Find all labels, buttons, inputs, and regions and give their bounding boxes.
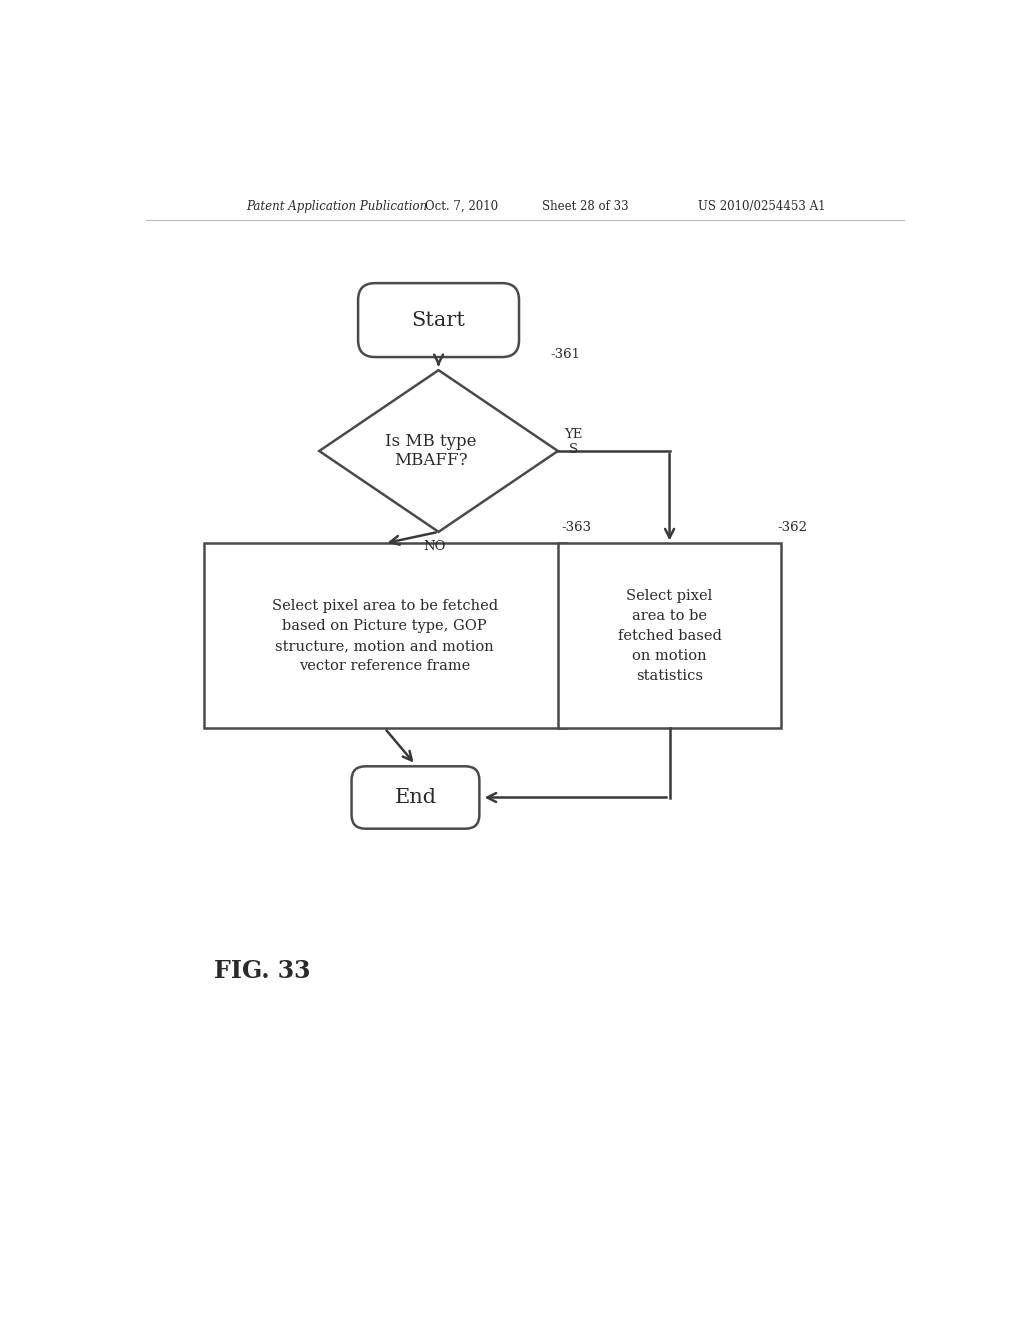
- Text: Select pixel area to be fetched
based on Picture type, GOP
structure, motion and: Select pixel area to be fetched based on…: [271, 599, 498, 673]
- FancyBboxPatch shape: [358, 284, 519, 358]
- FancyBboxPatch shape: [351, 767, 479, 829]
- Text: End: End: [394, 788, 436, 807]
- Text: Is MB type
MBAFF?: Is MB type MBAFF?: [385, 433, 476, 470]
- Text: Oct. 7, 2010: Oct. 7, 2010: [425, 199, 499, 213]
- Text: NO: NO: [424, 540, 446, 553]
- Text: FIG. 33: FIG. 33: [214, 958, 310, 983]
- Text: US 2010/0254453 A1: US 2010/0254453 A1: [698, 199, 825, 213]
- Text: Select pixel
area to be
fetched based
on motion
statistics: Select pixel area to be fetched based on…: [617, 589, 722, 682]
- Polygon shape: [319, 370, 558, 532]
- Text: -363: -363: [562, 521, 592, 535]
- FancyBboxPatch shape: [558, 544, 781, 729]
- Text: Sheet 28 of 33: Sheet 28 of 33: [542, 199, 628, 213]
- Text: -362: -362: [777, 521, 807, 535]
- Text: Patent Application Publication: Patent Application Publication: [246, 199, 427, 213]
- FancyBboxPatch shape: [204, 544, 565, 729]
- Text: YE
S: YE S: [564, 428, 583, 455]
- Text: -361: -361: [550, 348, 581, 360]
- Text: Start: Start: [412, 310, 466, 330]
